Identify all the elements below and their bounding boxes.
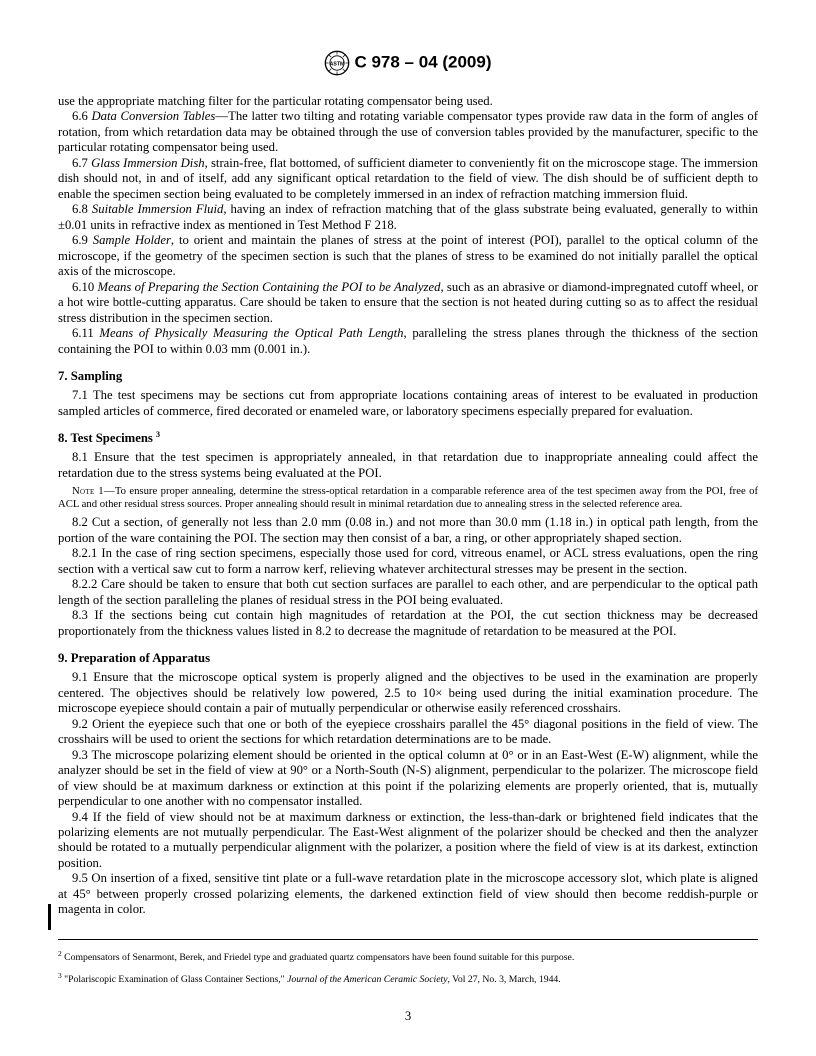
text: On insertion of a fixed, sensitive tint … bbox=[58, 871, 758, 916]
num: 9.2 bbox=[72, 717, 92, 731]
text: Compensators of Senarmont, Berek, and Fr… bbox=[62, 952, 575, 963]
change-bar bbox=[48, 904, 51, 930]
para-continuation: use the appropriate matching filter for … bbox=[58, 94, 758, 109]
run-in-title: Means of Physically Measuring the Optica… bbox=[99, 326, 403, 340]
page: ASTM C 978 – 04 (2009) use the appropria… bbox=[0, 0, 816, 1056]
para-9-5: 9.5 On insertion of a fixed, sensitive t… bbox=[58, 871, 758, 917]
num: 7.1 bbox=[72, 388, 93, 402]
section-7-title: 7. Sampling bbox=[58, 369, 758, 384]
text: Care should be taken to ensure that both… bbox=[58, 577, 758, 606]
run-in-title: Suitable Immersion Fluid bbox=[92, 202, 223, 216]
num: 6.7 bbox=[72, 156, 91, 170]
page-number: 3 bbox=[0, 1009, 816, 1024]
num: 9.5 bbox=[72, 871, 91, 885]
text: Ensure that the test specimen is appropr… bbox=[58, 450, 758, 479]
section-8-title: 8. Test Specimens 3 bbox=[58, 431, 758, 446]
footnotes: 2 Compensators of Senarmont, Berek, and … bbox=[58, 939, 758, 996]
para-8-1: 8.1 Ensure that the test specimen is app… bbox=[58, 450, 758, 481]
para-9-4: 9.4 If the field of view should not be a… bbox=[58, 810, 758, 872]
svg-text:ASTM: ASTM bbox=[330, 62, 345, 68]
text: Cut a section, of generally not less tha… bbox=[58, 515, 758, 544]
para-6-9: 6.9 Sample Holder, to orient and maintai… bbox=[58, 233, 758, 279]
num: 9.3 bbox=[72, 748, 92, 762]
num: 9.1 bbox=[72, 670, 93, 684]
page-header: ASTM C 978 – 04 (2009) bbox=[58, 50, 758, 76]
note-lead: Note 1— bbox=[72, 485, 115, 497]
run-in-title: Sample Holder bbox=[93, 233, 171, 247]
text: The test specimens may be sections cut f… bbox=[58, 388, 758, 417]
text: 8. Test Specimens bbox=[58, 431, 156, 445]
para-8-2: 8.2 Cut a section, of generally not less… bbox=[58, 515, 758, 546]
text: In the case of ring section specimens, e… bbox=[58, 546, 758, 575]
text: Orient the eyepiece such that one or bot… bbox=[58, 717, 758, 746]
para-9-3: 9.3 The microscope polarizing element sh… bbox=[58, 748, 758, 810]
section-9-title: 9. Preparation of Apparatus bbox=[58, 651, 758, 666]
num: 6.10 bbox=[72, 280, 98, 294]
num: 6.11 bbox=[72, 326, 99, 340]
text: If the sections being cut contain high m… bbox=[58, 608, 758, 637]
para-8-2-2: 8.2.2 Care should be taken to ensure tha… bbox=[58, 577, 758, 608]
text: To ensure proper annealing, determine th… bbox=[58, 485, 758, 510]
para-6-8: 6.8 Suitable Immersion Fluid, having an … bbox=[58, 202, 758, 233]
para-9-2: 9.2 Orient the eyepiece such that one or… bbox=[58, 717, 758, 748]
run-in-title: Glass Immersion Dish bbox=[91, 156, 205, 170]
text: , Vol 27, No. 3, March, 1944. bbox=[448, 974, 561, 985]
footnote-3: 3 "Polariscopic Examination of Glass Con… bbox=[58, 974, 758, 986]
astm-logo-icon: ASTM bbox=[324, 50, 350, 76]
designation: C 978 – 04 (2009) bbox=[354, 52, 491, 71]
para-6-7: 6.7 Glass Immersion Dish, strain-free, f… bbox=[58, 156, 758, 202]
num: 8.3 bbox=[72, 608, 94, 622]
run-in-title: Data Conversion Tables bbox=[92, 109, 216, 123]
num: 6.9 bbox=[72, 233, 93, 247]
num: 8.2 bbox=[72, 515, 92, 529]
text: If the field of view should not be at ma… bbox=[58, 810, 758, 870]
num: 6.6 bbox=[72, 109, 92, 123]
para-8-2-1: 8.2.1 In the case of ring section specim… bbox=[58, 546, 758, 577]
para-7-1: 7.1 The test specimens may be sections c… bbox=[58, 388, 758, 419]
note-1: Note 1—To ensure proper annealing, deter… bbox=[58, 485, 758, 511]
run-in-title: Means of Preparing the Section Containin… bbox=[98, 280, 441, 294]
num: 9.4 bbox=[72, 810, 93, 824]
para-6-11: 6.11 Means of Physically Measuring the O… bbox=[58, 326, 758, 357]
num: 8.2.1 bbox=[72, 546, 101, 560]
footnote-ref: 3 bbox=[156, 430, 160, 439]
para-6-6: 6.6 Data Conversion Tables—The latter tw… bbox=[58, 109, 758, 155]
journal-title: Journal of the American Ceramic Society bbox=[287, 974, 447, 985]
num: 6.8 bbox=[72, 202, 92, 216]
text: The microscope polarizing element should… bbox=[58, 748, 758, 808]
text: Ensure that the microscope optical syste… bbox=[58, 670, 758, 715]
text: "Polariscopic Examination of Glass Conta… bbox=[62, 974, 287, 985]
num: 8.2.2 bbox=[72, 577, 101, 591]
num: 8.1 bbox=[72, 450, 94, 464]
para-8-3: 8.3 If the sections being cut contain hi… bbox=[58, 608, 758, 639]
footnote-2: 2 Compensators of Senarmont, Berek, and … bbox=[58, 952, 758, 964]
para-9-1: 9.1 Ensure that the microscope optical s… bbox=[58, 670, 758, 716]
para-6-10: 6.10 Means of Preparing the Section Cont… bbox=[58, 280, 758, 326]
